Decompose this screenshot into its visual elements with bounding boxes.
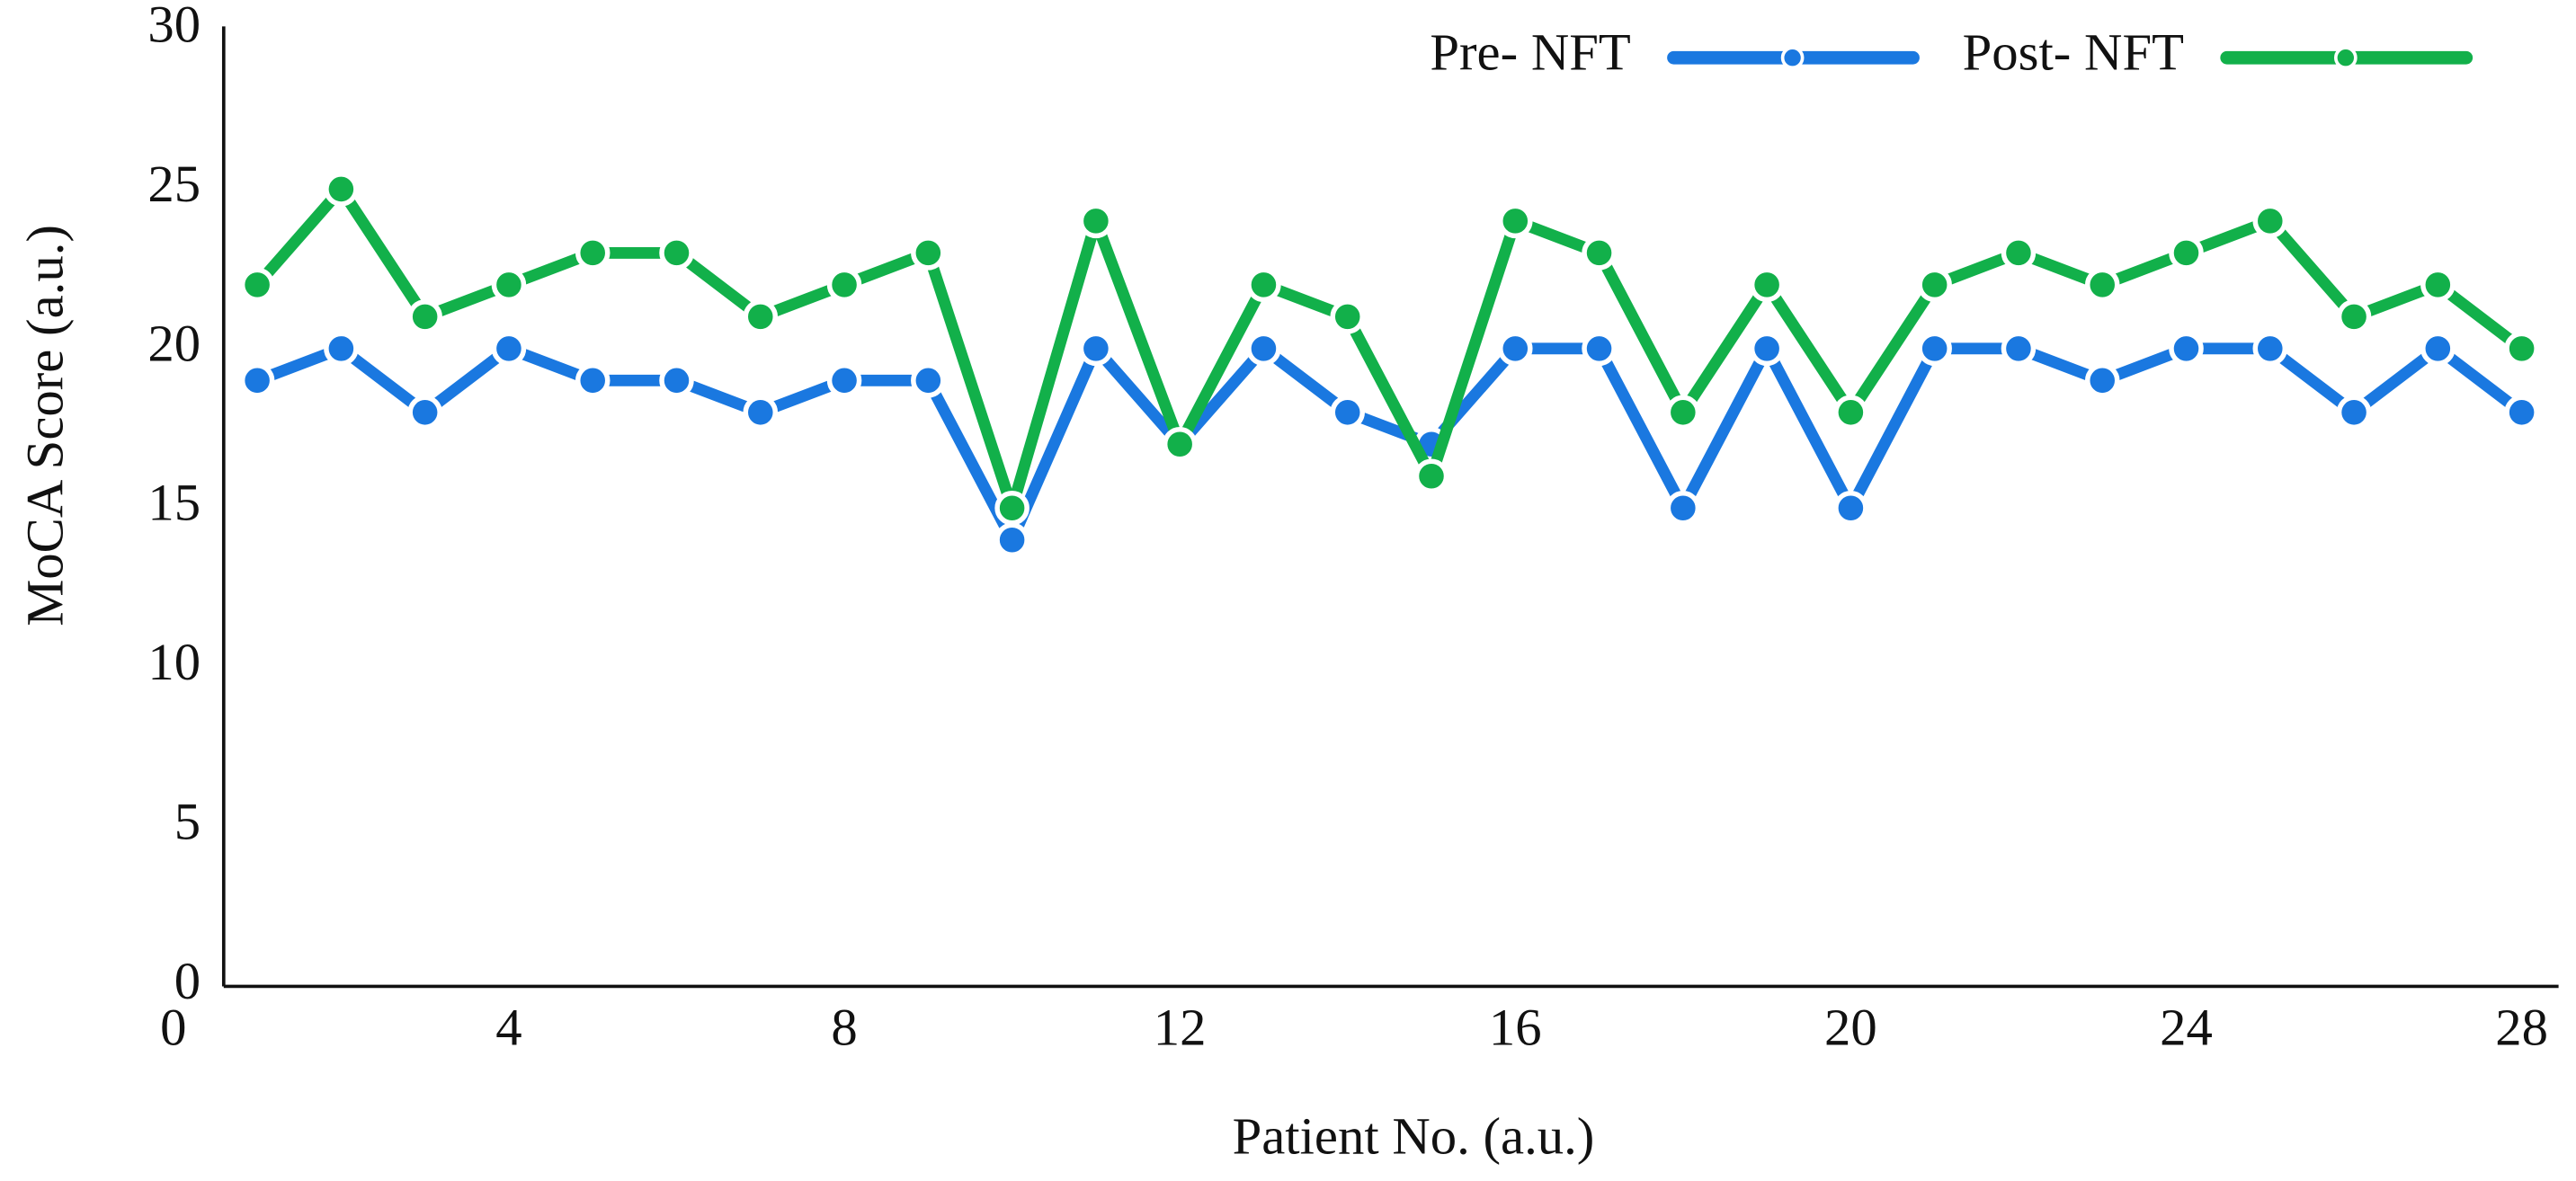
data-point (1413, 458, 1449, 494)
x-tick-label: 0 (160, 998, 186, 1056)
data-point (407, 395, 442, 431)
data-point (324, 331, 359, 367)
y-axis-label: MoCA Score (a.u.) (16, 225, 75, 626)
y-tick-label: 15 (147, 474, 201, 532)
data-point (407, 299, 442, 334)
data-point (2084, 267, 2120, 303)
y-tick-label: 10 (147, 633, 201, 691)
data-point (1917, 331, 1952, 367)
x-axis-label: Patient No. (a.u.) (1233, 1106, 1595, 1165)
x-tick-label: 24 (2160, 998, 2213, 1056)
data-point (2169, 331, 2204, 367)
data-point (1749, 331, 1785, 367)
series-line (253, 183, 2526, 514)
data-point (2336, 395, 2372, 431)
data-point (575, 363, 611, 398)
data-point (2420, 331, 2456, 367)
data-point (1498, 203, 1533, 239)
data-point (1833, 395, 1868, 431)
data-point (1833, 490, 1868, 526)
data-point (1078, 203, 1114, 239)
data-point (826, 363, 862, 398)
data-point (491, 267, 527, 303)
x-tick-label: 20 (1824, 998, 1877, 1056)
data-point (1665, 395, 1701, 431)
legend-marker (2333, 46, 2358, 70)
data-point (1078, 331, 1114, 367)
x-tick-label: 4 (495, 998, 521, 1056)
data-point (1330, 395, 1365, 431)
x-tick-label: 12 (1154, 998, 1207, 1056)
data-point (1330, 299, 1365, 334)
data-point (1582, 331, 1617, 367)
y-tick-label: 5 (174, 793, 201, 851)
y-tick-label: 30 (147, 0, 201, 54)
data-point (2252, 331, 2288, 367)
x-tick-label: 8 (831, 998, 857, 1056)
data-point (911, 363, 946, 398)
data-point (2420, 267, 2456, 303)
data-point (2084, 363, 2120, 398)
legend-marker (1780, 46, 1805, 70)
series-line (254, 342, 2526, 546)
data-point (911, 235, 946, 271)
data-point (1498, 331, 1533, 367)
data-point (994, 522, 1030, 557)
x-tick-label: 28 (2495, 998, 2548, 1056)
data-point (2169, 235, 2204, 271)
data-point (659, 235, 694, 271)
y-tick-label: 20 (147, 314, 201, 372)
data-point (324, 172, 359, 207)
data-point (239, 363, 275, 398)
data-point (994, 490, 1030, 526)
data-point (743, 299, 779, 334)
data-point (491, 331, 527, 367)
data-point (2504, 331, 2539, 367)
data-point (826, 267, 862, 303)
data-point (1246, 267, 1281, 303)
y-tick-label: 25 (147, 155, 201, 213)
data-point (239, 267, 275, 303)
data-point (1582, 235, 1617, 271)
data-point (2001, 235, 2037, 271)
data-point (2001, 331, 2037, 367)
legend-label: Post- NFT (1963, 23, 2184, 82)
data-point (743, 395, 779, 431)
data-point (1162, 427, 1198, 462)
x-tick-label: 16 (1489, 998, 1542, 1056)
data-point (659, 363, 694, 398)
data-point (575, 235, 611, 271)
data-point (1665, 490, 1701, 526)
data-point (1749, 267, 1785, 303)
data-point (2336, 299, 2372, 334)
data-point (1917, 267, 1952, 303)
data-point (1246, 331, 1281, 367)
y-tick-label: 0 (174, 952, 201, 1010)
data-point (2504, 395, 2539, 431)
legend-label: Pre- NFT (1430, 23, 1630, 82)
data-point (2252, 203, 2288, 239)
